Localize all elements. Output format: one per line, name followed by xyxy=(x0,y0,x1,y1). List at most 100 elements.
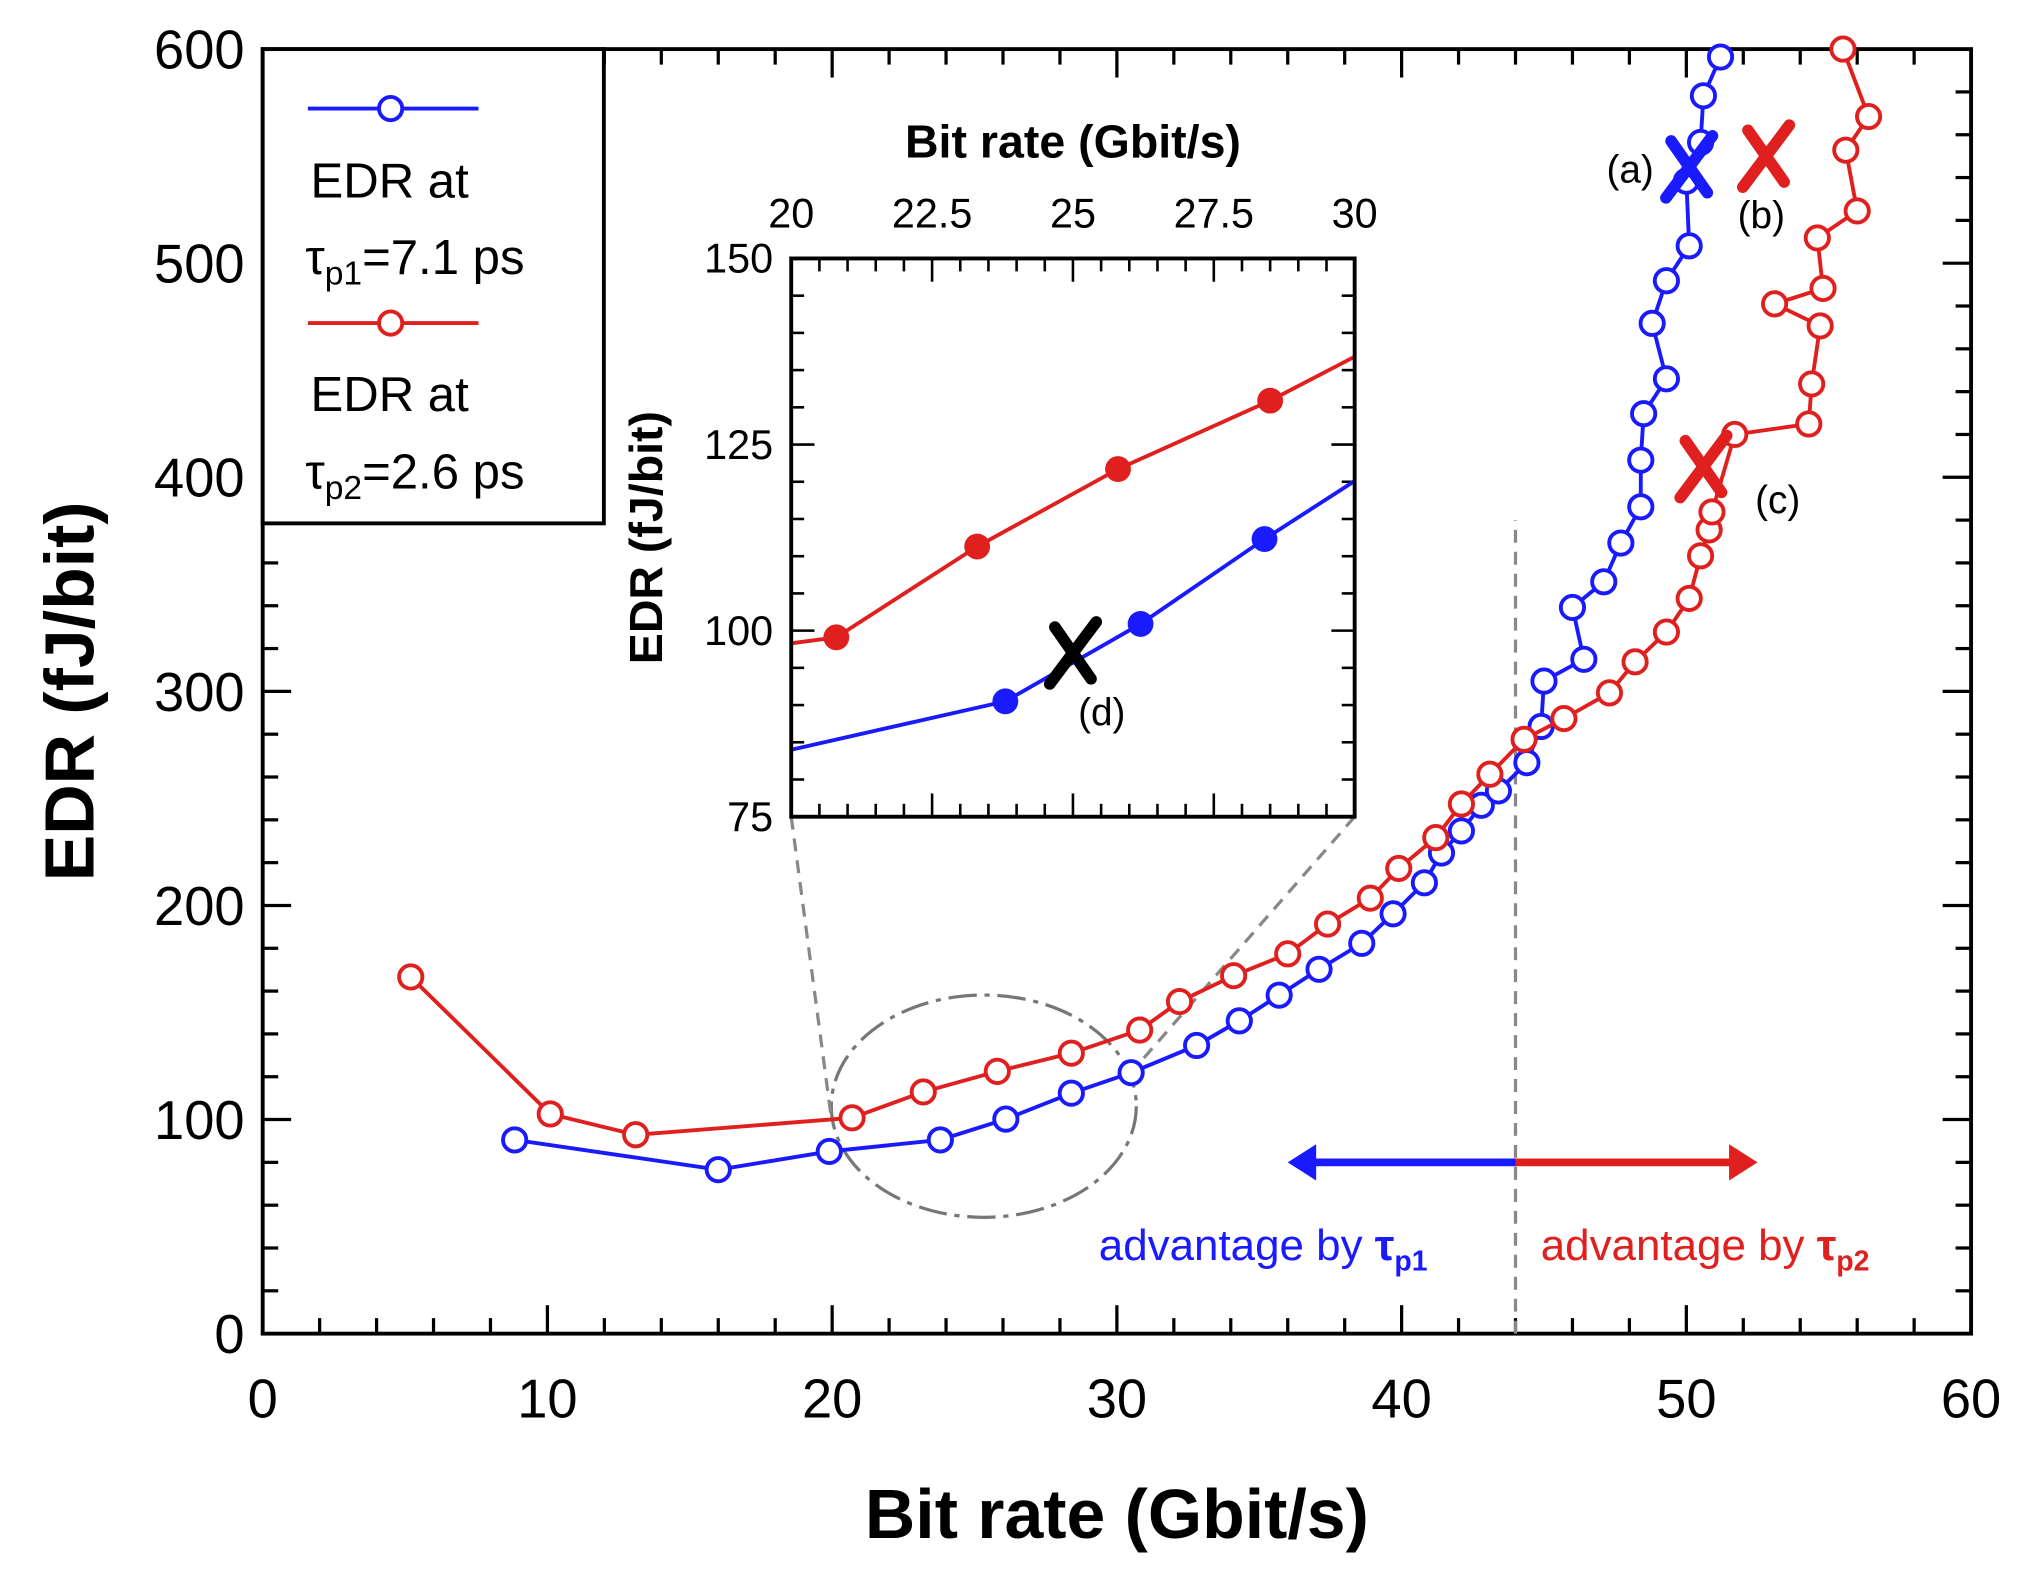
legend-marker-red xyxy=(377,309,405,337)
data-point xyxy=(1410,869,1438,897)
legend-label-tp1: EDR at xyxy=(310,155,469,209)
zoom-connector-right xyxy=(1138,815,1356,1064)
data-point xyxy=(1761,290,1789,318)
inset-data-point xyxy=(1251,526,1278,553)
x-tick-label: 20 xyxy=(802,1369,862,1430)
data-point xyxy=(1183,1031,1211,1060)
data-point xyxy=(1356,884,1384,912)
data-point xyxy=(1305,955,1333,983)
x-tick-label: 60 xyxy=(1941,1369,2001,1430)
data-point xyxy=(1274,940,1302,968)
inset-data-point xyxy=(992,688,1019,715)
x-marker-icon xyxy=(1736,119,1796,193)
inset-data-point xyxy=(1257,387,1284,414)
annotations: (a) (b) (c) xyxy=(1606,119,1800,522)
data-point xyxy=(1530,667,1558,695)
inset-series: (d) xyxy=(790,354,1356,752)
data-point xyxy=(1843,197,1871,225)
legend-label-tp2-value: τp2=2.6 ps xyxy=(305,445,524,506)
advantage-arrows xyxy=(1287,1144,1758,1181)
y-tick-label: 0 xyxy=(214,1304,244,1365)
data-point xyxy=(1447,817,1475,845)
inset-data-point xyxy=(823,624,850,651)
plot-frame xyxy=(260,47,1974,1336)
data-point xyxy=(1595,679,1624,707)
data-point xyxy=(1607,529,1635,557)
inset-frame xyxy=(789,256,1357,819)
data-point xyxy=(1510,725,1538,753)
x-tick-label: 50 xyxy=(1656,1369,1716,1430)
data-point xyxy=(1590,568,1618,596)
y-axis-label: EDR (fJ/bit) xyxy=(30,501,108,881)
data-point xyxy=(926,1126,954,1154)
y-tick-label: 500 xyxy=(154,234,245,295)
data-point xyxy=(909,1078,937,1106)
data-point xyxy=(704,1156,732,1184)
arrow-left-head xyxy=(1287,1144,1317,1181)
inset-x-tick-label: 20 xyxy=(768,190,814,236)
data-point xyxy=(815,1137,843,1166)
annotation-label: (b) xyxy=(1738,195,1785,238)
advantage-right-label: advantage by τp2 xyxy=(1541,1221,1870,1277)
x-axis-label: Bit rate (Gbit/s) xyxy=(865,1475,1369,1553)
data-point xyxy=(1057,1039,1085,1067)
data-point xyxy=(1348,929,1376,957)
legend-label-tp1-value: τp1=7.1 ps xyxy=(305,231,524,292)
data-point xyxy=(1652,618,1680,646)
data-point xyxy=(1652,365,1680,393)
x-tick-label: 40 xyxy=(1371,1369,1431,1430)
annotation-label: (c) xyxy=(1755,479,1800,522)
y-tick-label: 400 xyxy=(154,448,245,509)
y-tick-label: 300 xyxy=(154,662,245,723)
zoom-connector-left xyxy=(789,816,833,1119)
data-point xyxy=(1513,749,1541,777)
data-point xyxy=(992,1105,1020,1133)
inset-data-point xyxy=(964,533,991,560)
data-point xyxy=(1117,1059,1145,1087)
data-point xyxy=(1630,400,1658,428)
arrow-right-head xyxy=(1729,1144,1758,1181)
inset-chart: 20 22.5 25 27.5 30 75 100 125 150 (d) Bit rate (… xyxy=(620,116,1378,840)
inset-x-tick-label: 27.5 xyxy=(1174,190,1254,236)
data-point xyxy=(1627,446,1655,474)
inset-data-point xyxy=(1127,611,1154,637)
data-point xyxy=(1220,962,1248,990)
data-point xyxy=(1225,1007,1253,1035)
data-point xyxy=(1570,645,1598,673)
annotation-label: (d) xyxy=(1078,691,1125,734)
legend: EDR at τp1=7.1 ps EDR at τp2=2.6 ps xyxy=(260,47,606,526)
x-marker-icon xyxy=(1043,616,1103,690)
data-point xyxy=(1798,370,1826,398)
data-point xyxy=(501,1126,529,1154)
data-point xyxy=(1476,760,1504,788)
inset-x-tick-label: 30 xyxy=(1332,190,1378,236)
y-tick-label: 100 xyxy=(154,1090,245,1151)
data-point xyxy=(1627,493,1655,521)
data-point xyxy=(1809,274,1837,303)
data-point xyxy=(1795,410,1823,438)
x-tick-label: 10 xyxy=(517,1369,577,1430)
x-tick-label: 0 xyxy=(248,1369,278,1430)
data-point xyxy=(1675,232,1703,260)
inset-x-tick-label: 22.5 xyxy=(892,190,972,236)
data-point xyxy=(1698,498,1726,526)
data-point xyxy=(1689,82,1718,110)
data-point xyxy=(1652,267,1680,295)
data-point xyxy=(622,1121,650,1149)
data-point xyxy=(983,1057,1011,1085)
data-point xyxy=(1265,981,1293,1009)
x-marker-icon xyxy=(1674,429,1733,504)
data-point xyxy=(1379,900,1407,928)
data-point xyxy=(1806,312,1834,340)
inset-x-axis-label: Bit rate (Gbit/s) xyxy=(905,116,1241,168)
legend-label-tp2: EDR at xyxy=(310,368,469,422)
data-point xyxy=(1385,854,1413,882)
inset-y-tick-label: 75 xyxy=(727,794,773,840)
data-point xyxy=(1165,988,1194,1016)
data-point xyxy=(1126,1016,1154,1044)
legend-marker-blue xyxy=(377,94,405,123)
data-point xyxy=(1829,35,1857,63)
data-point xyxy=(1057,1079,1085,1107)
